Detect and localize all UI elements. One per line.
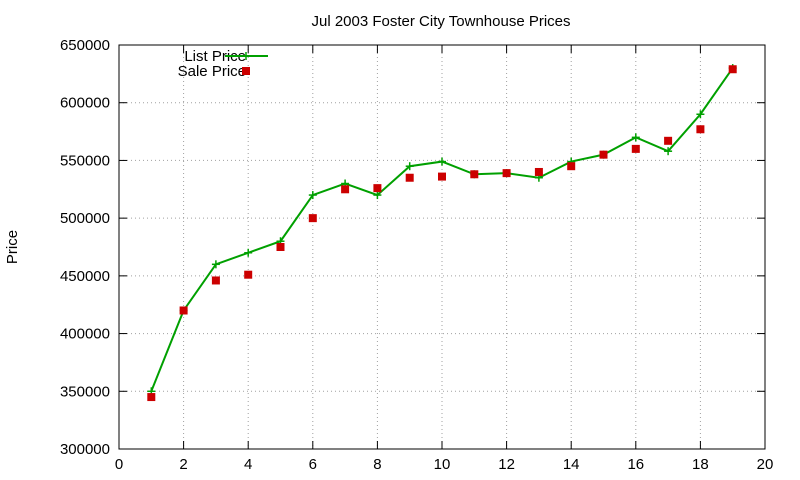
- sale-price-point: [147, 393, 156, 402]
- y-tick-label: 650000: [60, 37, 110, 54]
- sale-price-point: [502, 169, 511, 178]
- x-tick-label: 2: [179, 456, 187, 473]
- sale-price-point: [244, 270, 253, 279]
- x-tick-label: 16: [627, 456, 644, 473]
- x-tick-label: 12: [498, 456, 515, 473]
- sale-price-point: [438, 172, 446, 181]
- list-price-point: [373, 191, 382, 200]
- sale-price-point: [211, 276, 220, 285]
- sale-price-point: [470, 170, 479, 179]
- sale-price-point: [728, 65, 737, 74]
- sale-price-point: [276, 243, 285, 251]
- legend-swatch-plus: [242, 52, 250, 60]
- list-price-point: [244, 248, 253, 257]
- x-tick-label: 10: [434, 456, 451, 473]
- sale-price-point: [567, 162, 576, 171]
- sale-price-point: [179, 306, 188, 315]
- list-price-point: [664, 147, 673, 156]
- x-tick-label: 8: [373, 456, 381, 473]
- y-axis-label: Price: [4, 230, 21, 264]
- series-sale-price: [147, 65, 737, 402]
- legend-swatch-square: [242, 67, 250, 75]
- y-tick-label: 500000: [60, 210, 110, 227]
- series-layer: [147, 64, 737, 402]
- sale-price-point: [664, 136, 673, 145]
- x-tick-label: 0: [115, 456, 123, 473]
- legend-entry-label: Sale Price: [178, 63, 246, 80]
- list-price-point: [631, 133, 640, 142]
- x-tick-label: 6: [309, 456, 317, 473]
- tick-labels: 0 2 4 6 8 10 12 14 16 18 20 300000 350000 400000 45000…: [60, 37, 773, 473]
- y-tick-label: 450000: [60, 268, 110, 285]
- legend-entry-label: List Price: [184, 48, 246, 65]
- sale-price-point: [373, 184, 382, 193]
- y-tick-label: 550000: [60, 152, 110, 169]
- list-price-point: [211, 260, 220, 269]
- y-tick-label: 600000: [60, 95, 110, 112]
- grid-lines: [119, 45, 765, 449]
- y-tick-label: 350000: [60, 383, 110, 400]
- y-tick-label: 300000: [60, 441, 110, 458]
- list-price-point: [308, 191, 317, 200]
- list-price-point: [405, 162, 414, 171]
- plot-frame: [118, 44, 766, 450]
- y-tick-label: 400000: [60, 326, 110, 343]
- sale-price-point: [631, 144, 640, 153]
- sale-price-point: [341, 185, 350, 194]
- x-tick-label: 20: [757, 456, 774, 473]
- sale-price-point: [599, 150, 608, 159]
- sale-price-point: [405, 173, 414, 182]
- x-tick-label: 4: [244, 456, 252, 473]
- x-tick-label: 14: [563, 456, 580, 473]
- chart-title: Jul 2003 Foster City Townhouse Prices: [311, 13, 570, 30]
- sale-price-point: [696, 125, 705, 134]
- sale-price-point: [534, 167, 543, 176]
- list-price-point: [696, 110, 705, 119]
- sale-price-point: [308, 214, 317, 223]
- x-tick-label: 18: [692, 456, 709, 473]
- list-price-point: [438, 157, 446, 166]
